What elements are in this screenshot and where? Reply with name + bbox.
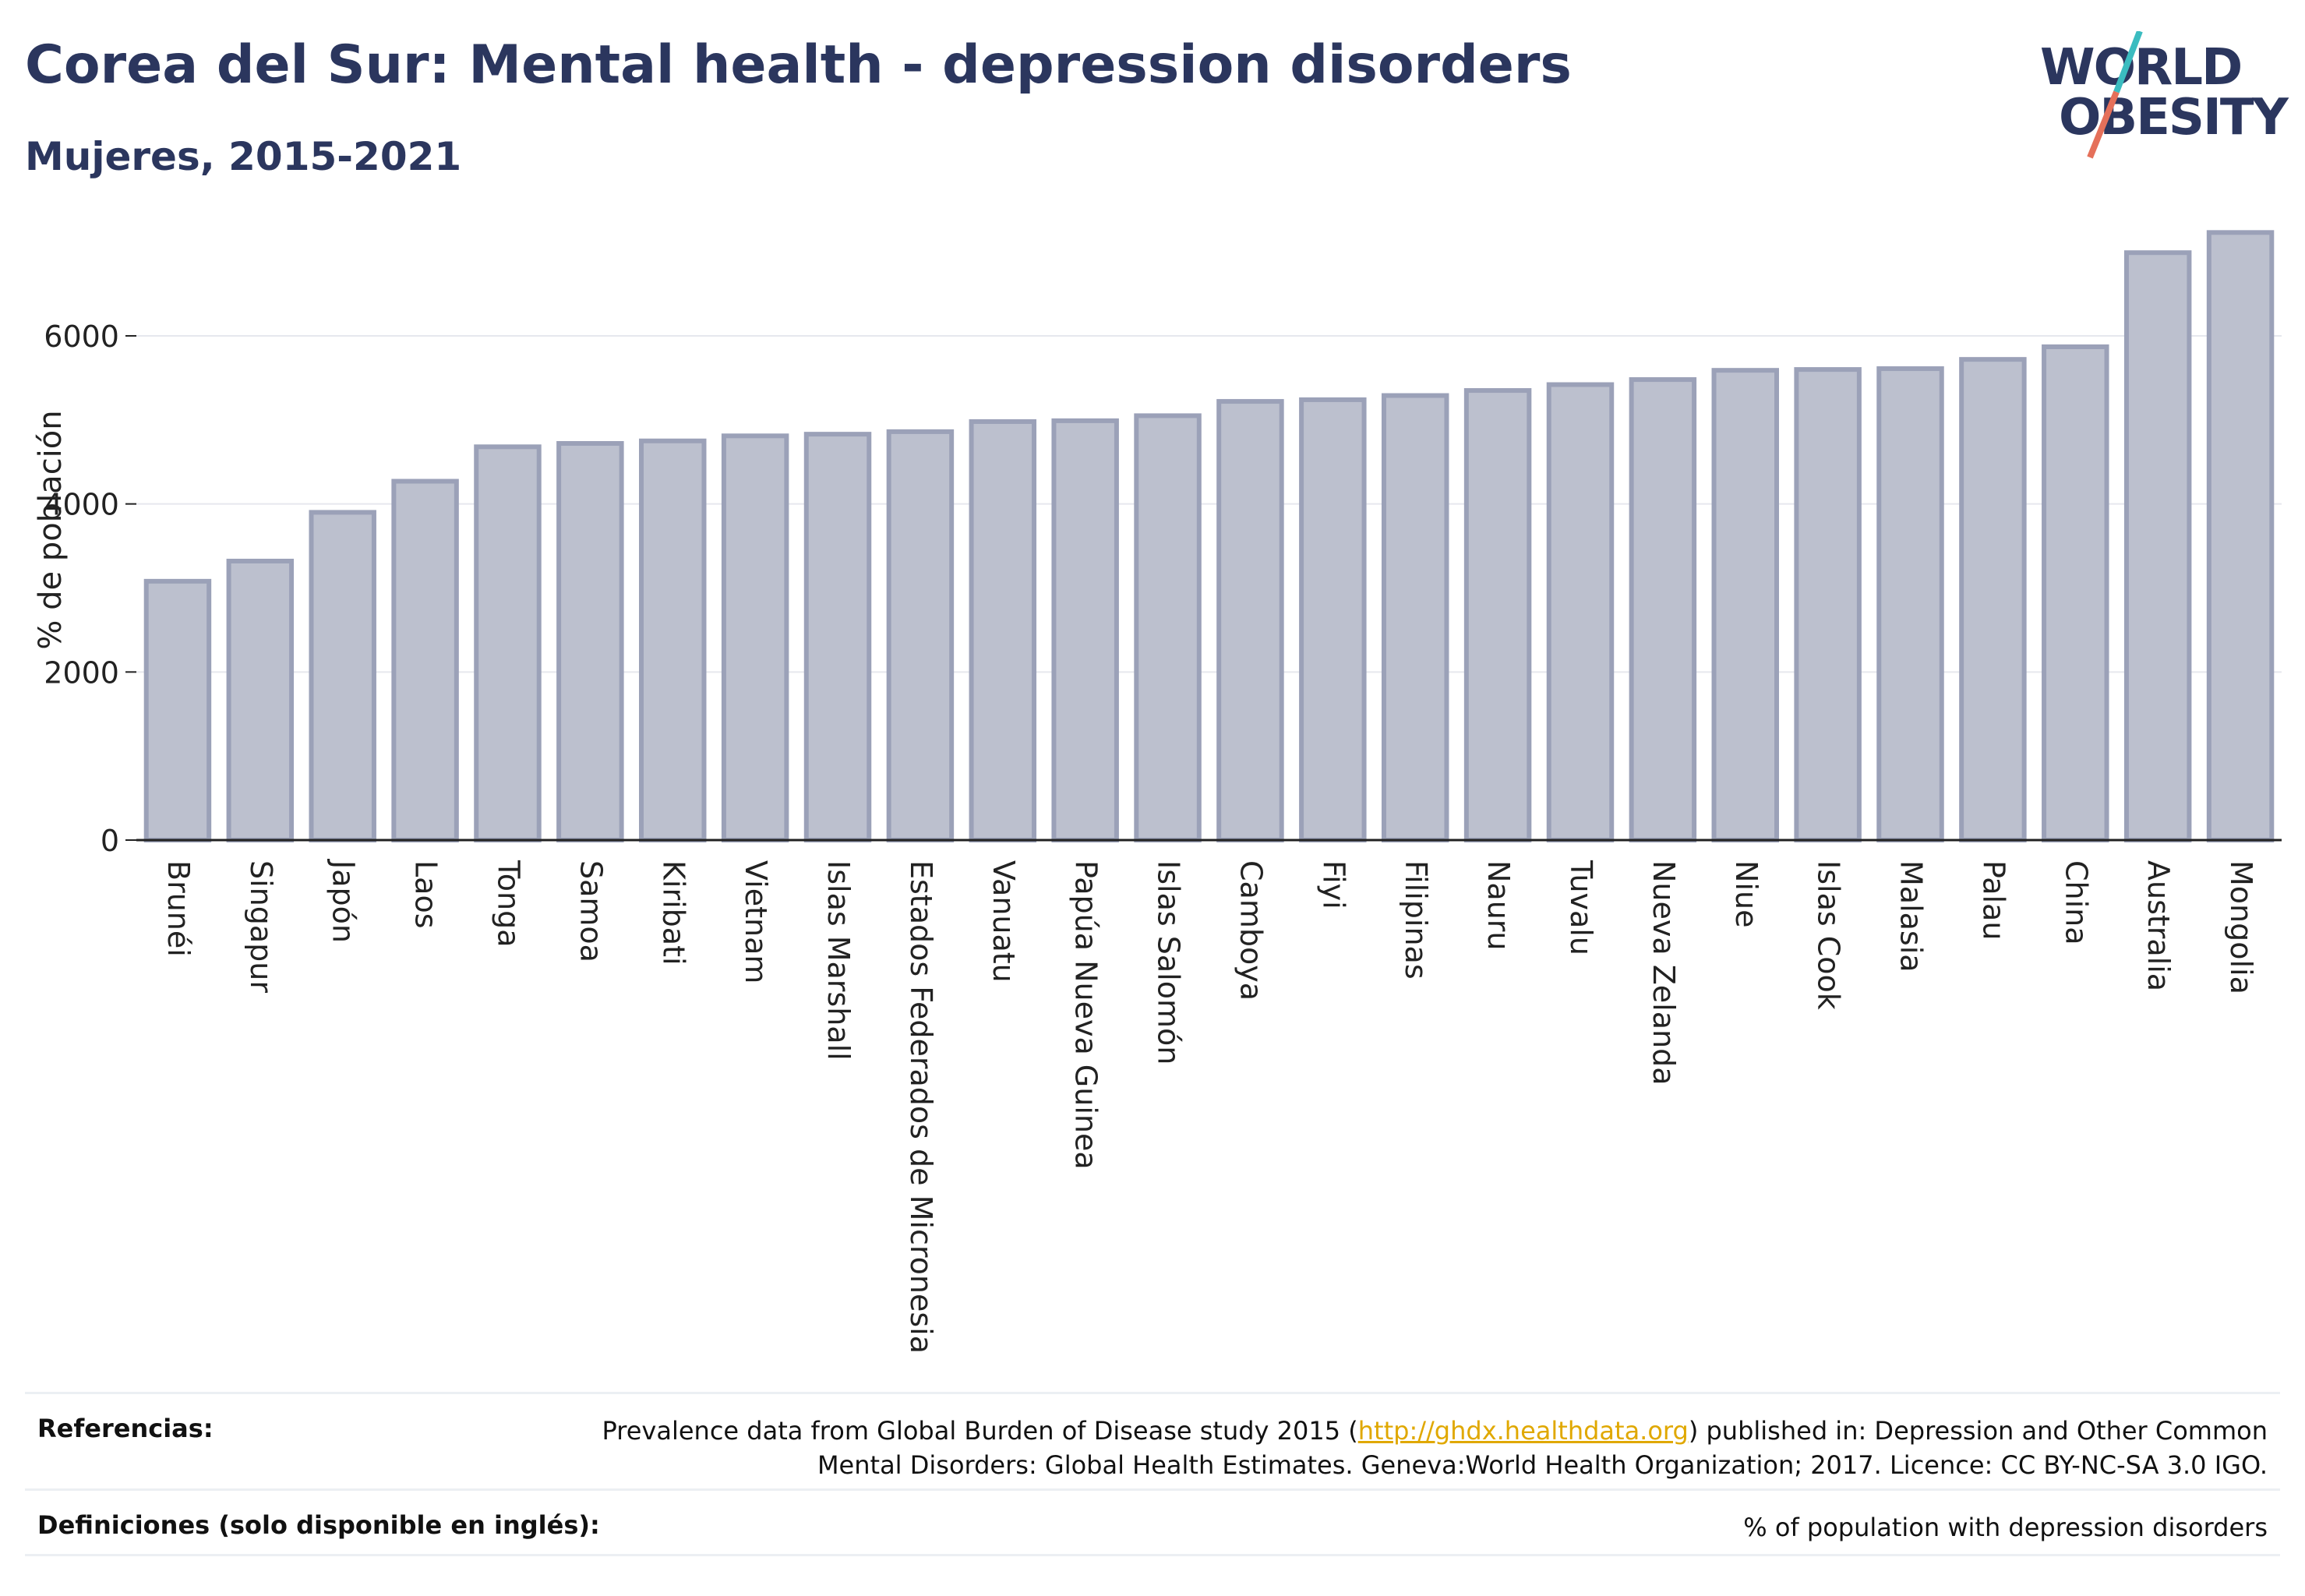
bar-8 <box>803 432 872 842</box>
logo-slash-teal <box>2113 31 2143 94</box>
x-tick-label-15: Filipinas <box>1399 860 1433 980</box>
bar-6 <box>639 438 707 842</box>
bar-20 <box>1794 367 1862 842</box>
x-tick-label-6: Kiribati <box>656 860 690 966</box>
bar-2 <box>309 510 376 842</box>
world-obesity-logo: WORLD OBESITY <box>2040 31 2290 159</box>
references-text-end: ) published in: Depression and Other Com… <box>1688 1416 2268 1446</box>
x-tick-label-5: Samoa <box>574 860 608 962</box>
x-tick-label-14: Fiyi <box>1316 860 1350 909</box>
x-tick-label-2: Japón <box>327 859 361 943</box>
x-tick-label-4: Tonga <box>491 860 525 948</box>
axes: 0 2000 4000 6000 <box>44 320 2282 858</box>
references-link[interactable]: http://ghdx.healthdata.org <box>1357 1416 1689 1446</box>
x-tick-label-17: Tuvalu <box>1564 860 1598 955</box>
x-tick-label-8: Islas Marshall <box>821 860 856 1061</box>
bar-22 <box>1959 357 2027 843</box>
references-text: Prevalence data from Global Burden of Di… <box>602 1414 2268 1482</box>
x-tick-label-7: Vietnam <box>739 860 773 983</box>
x-tick-label-22: Palau <box>1976 860 2010 940</box>
x-tick-label-20: Islas Cook <box>1812 860 1846 1010</box>
bar-9 <box>886 429 955 842</box>
bar-11 <box>1051 418 1119 842</box>
x-tick-label-16: Nauru <box>1481 860 1516 951</box>
bar-13 <box>1216 399 1284 842</box>
x-tick-label-23: China <box>2059 860 2093 945</box>
x-tick-label-19: Niue <box>1729 860 1763 927</box>
bar-0 <box>143 578 212 842</box>
bar-1 <box>226 558 295 842</box>
x-tick-label-24: Australia <box>2141 860 2176 991</box>
bar-14 <box>1299 397 1367 842</box>
page-subtitle: Mujeres, 2015-2021 <box>25 134 462 179</box>
bars <box>143 230 2275 843</box>
bar-3 <box>391 478 459 842</box>
footer-divider-middle <box>25 1488 2280 1491</box>
bar-5 <box>556 441 624 843</box>
x-tick-label-1: Singapur <box>244 860 278 993</box>
x-tick-labels: Brunéi Singapur Japón Laos Tonga Samoa Kiribat… <box>161 859 2258 1354</box>
x-tick-label-11: Papúa Nueva Guinea <box>1069 860 1103 1170</box>
references-text-start: Prevalence data from Global Burden of Di… <box>602 1416 1358 1446</box>
bar-19 <box>1711 368 1779 843</box>
bar-7 <box>721 433 789 842</box>
page-title: Corea del Sur: Mental health - depressio… <box>25 34 1572 96</box>
y-tick-label-2000: 2000 <box>44 655 119 690</box>
definitions-label: Definiciones (solo disponible en inglés)… <box>37 1510 600 1540</box>
x-tick-label-13: Camboya <box>1234 860 1268 1001</box>
bar-16 <box>1463 388 1532 842</box>
bar-23 <box>2042 344 2109 842</box>
x-tick-label-10: Vanuatu <box>987 860 1021 983</box>
x-tick-label-21: Malasia <box>1894 860 1929 973</box>
y-tick-label-4000: 4000 <box>44 488 119 522</box>
logo-line1: WORLD <box>2040 39 2241 97</box>
bar-25 <box>2206 230 2275 842</box>
definitions-section: Definiciones (solo disponible en inglés)… <box>25 1499 2280 1554</box>
bar-24 <box>2123 250 2192 842</box>
footer-divider-bottom <box>25 1554 2280 1556</box>
bar-10 <box>969 418 1037 842</box>
x-tick-label-12: Islas Salomón <box>1152 860 1186 1065</box>
footer-divider-top <box>25 1392 2280 1394</box>
logo-line2: OBESITY <box>2059 89 2289 147</box>
bar-15 <box>1381 393 1449 842</box>
x-tick-label-25: Mongolia <box>2224 860 2258 994</box>
bar-21 <box>1876 366 1944 842</box>
bar-12 <box>1134 413 1202 842</box>
bar-17 <box>1546 382 1615 842</box>
y-tick-label-0: 0 <box>101 824 119 858</box>
references-section: Referencias: Prevalence data from Global… <box>25 1403 2280 1488</box>
bar-chart: 0 2000 4000 6000 Brunéi Singapur Japón Laos Ton… <box>33 230 2282 1354</box>
bar-18 <box>1629 377 1697 842</box>
references-text-line2: Mental Disorders: Global Health Estimate… <box>817 1450 2268 1480</box>
y-axis-label: % de población <box>33 410 69 649</box>
x-tick-label-18: Nueva Zelanda <box>1647 860 1681 1086</box>
y-tick-label-6000: 6000 <box>44 320 119 354</box>
x-tick-label-0: Brunéi <box>161 860 196 957</box>
definitions-text: % of population with depression disorder… <box>1743 1513 2268 1542</box>
references-label: Referencias: <box>37 1414 214 1443</box>
x-tick-label-3: Laos <box>409 860 443 929</box>
logo-slash-red <box>2087 90 2120 159</box>
bar-4 <box>474 444 542 842</box>
x-tick-label-9: Estados Federados de Micronesia <box>904 860 938 1354</box>
